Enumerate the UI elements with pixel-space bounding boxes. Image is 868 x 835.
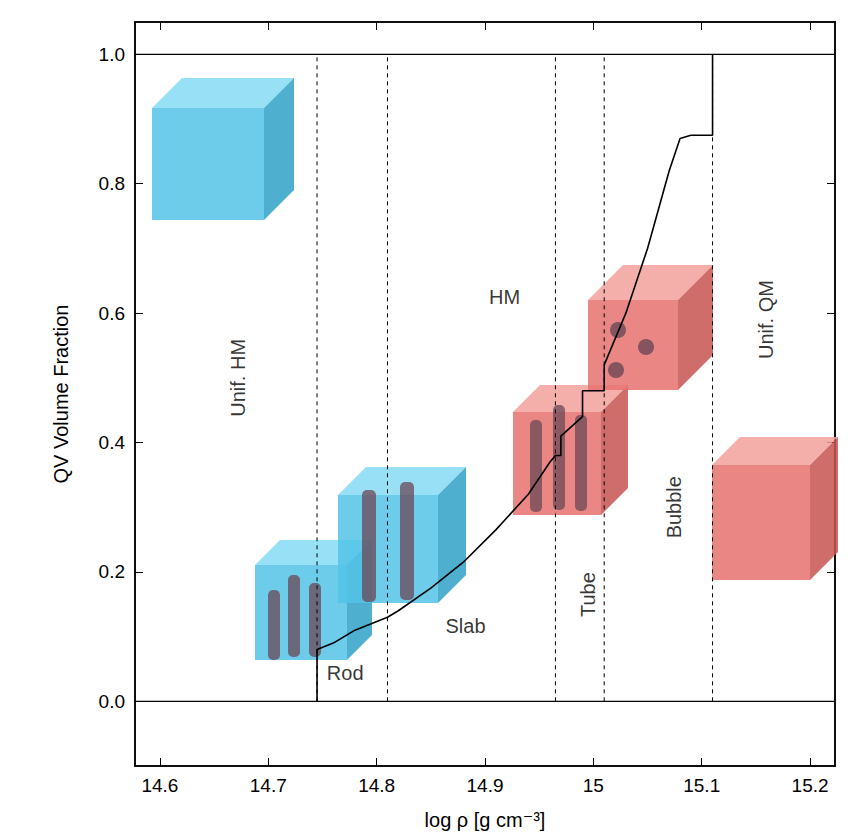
svg-text:0.2: 0.2 — [99, 561, 125, 582]
svg-text:0.8: 0.8 — [99, 173, 125, 194]
svg-text:log ρ [g cm⁻³]: log ρ [g cm⁻³] — [425, 809, 546, 831]
svg-text:Rod: Rod — [327, 662, 364, 684]
svg-text:HM: HM — [489, 286, 520, 308]
svg-text:Bubble: Bubble — [663, 476, 685, 538]
svg-text:15: 15 — [583, 775, 604, 796]
svg-text:1.0: 1.0 — [99, 44, 125, 65]
svg-text:0.0: 0.0 — [99, 691, 125, 712]
svg-text:0.6: 0.6 — [99, 303, 125, 324]
svg-text:14.7: 14.7 — [250, 775, 287, 796]
svg-text:0.4: 0.4 — [99, 432, 126, 453]
svg-text:Tube: Tube — [577, 572, 599, 617]
svg-text:Unif. QM: Unif. QM — [755, 280, 777, 359]
svg-text:QV Volume Fraction: QV Volume Fraction — [50, 305, 72, 484]
svg-text:Slab: Slab — [445, 615, 485, 637]
svg-text:14.8: 14.8 — [358, 775, 395, 796]
svg-text:14.6: 14.6 — [141, 775, 178, 796]
svg-text:14.9: 14.9 — [467, 775, 504, 796]
svg-text:15.2: 15.2 — [792, 775, 829, 796]
svg-text:Unif. HM: Unif. HM — [227, 339, 249, 417]
svg-text:15.1: 15.1 — [683, 775, 720, 796]
